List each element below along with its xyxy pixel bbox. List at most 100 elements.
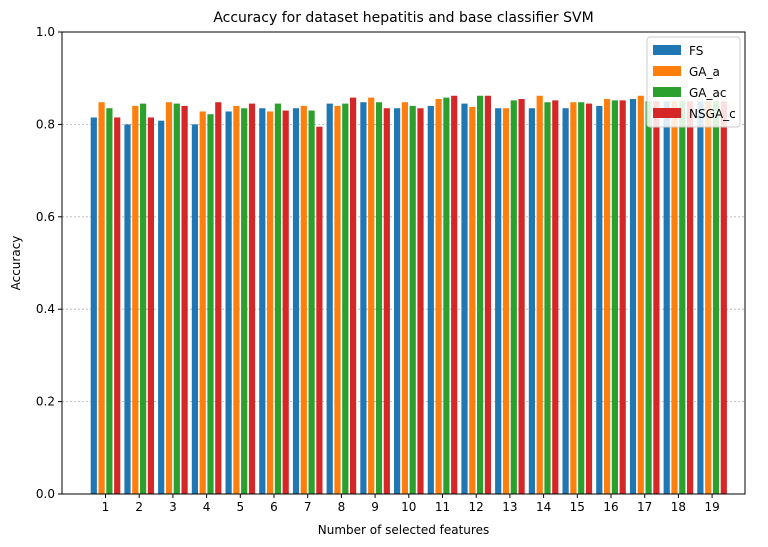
- bar-ga-ac-7: [308, 110, 315, 494]
- bar-ga-a-11: [435, 98, 442, 495]
- bar-ga-ac-16: [611, 100, 618, 494]
- legend-swatch: [653, 66, 681, 76]
- y-axis: 0.0 0.2 0.4 0.6 0.8 1.0: [36, 25, 62, 501]
- bar-fs-16: [596, 105, 603, 495]
- bar-fs-18: [663, 101, 670, 495]
- x-tick-label: 17: [637, 500, 652, 514]
- bar-fs-11: [427, 105, 434, 495]
- bar-ga-ac-1: [106, 108, 113, 494]
- x-tick-label: 5: [236, 500, 244, 514]
- bar-ga-ac-14: [544, 102, 551, 494]
- bar-fs-15: [562, 108, 569, 494]
- bar-ga-a-14: [536, 95, 543, 495]
- bar-ga-ac-12: [477, 95, 484, 495]
- y-tick-label: 0.6: [36, 210, 55, 224]
- bar-nsga-c-5: [248, 103, 256, 495]
- bar-nsga-c-3: [181, 105, 188, 495]
- x-tick-label: 4: [203, 500, 211, 514]
- bar-fs-2: [124, 124, 131, 495]
- bar-fs-8: [326, 103, 333, 495]
- bar-ga-a-4: [199, 111, 206, 495]
- x-tick-label: 10: [401, 500, 416, 514]
- bar-ga-ac-18: [679, 101, 686, 495]
- bar-fs-6: [259, 108, 266, 494]
- bar-ga-ac-5: [241, 108, 248, 494]
- bar-nsga-c-16: [619, 100, 626, 494]
- bar-ga-ac-6: [274, 103, 281, 495]
- x-tick-label: 19: [704, 500, 719, 514]
- bar-ga-ac-10: [409, 105, 416, 495]
- bar-ga-a-3: [165, 102, 173, 494]
- legend-swatch: [653, 45, 681, 55]
- legend-label: FS: [689, 44, 703, 58]
- x-axis-title: Number of selected features: [318, 523, 489, 537]
- y-tick-label: 0.8: [36, 117, 55, 131]
- bar-fs-1: [90, 117, 97, 494]
- bar-ga-ac-13: [510, 100, 517, 494]
- plot-frame: [61, 31, 746, 495]
- bar-fs-5: [225, 111, 232, 495]
- bar-ga-a-7: [300, 105, 307, 495]
- bar-ga-a-10: [401, 102, 408, 494]
- bar-ga-ac-11: [443, 97, 450, 494]
- bar-ga-ac-15: [578, 102, 585, 494]
- bar-nsga-c-17: [653, 101, 660, 495]
- bar-nsga-c-4: [215, 102, 222, 494]
- y-tick-label: 0.2: [36, 395, 55, 409]
- bar-fs-7: [292, 108, 300, 494]
- bar-nsga-c-19: [720, 101, 727, 495]
- legend-label: NSGA_c: [689, 107, 736, 121]
- bar-ga-ac-2: [140, 103, 147, 495]
- legend-swatch: [653, 108, 681, 118]
- bar-ga-ac-19: [712, 101, 720, 495]
- bar-ga-a-19: [705, 101, 712, 495]
- bar-nsga-c-9: [383, 108, 390, 494]
- bar-ga-a-1: [98, 102, 105, 494]
- legend: FS GA_a GA_ac NSGA_c: [646, 36, 741, 128]
- bar-fs-9: [360, 102, 367, 494]
- x-tick-label: 1: [102, 500, 110, 514]
- bar-ga-ac-17: [645, 101, 652, 495]
- x-tick-label: 12: [469, 500, 484, 514]
- x-tick-label: 13: [502, 500, 517, 514]
- x-tick-label: 11: [435, 500, 450, 514]
- legend-label: GA_ac: [689, 86, 726, 100]
- x-tick-label: 16: [603, 500, 618, 514]
- bar-ga-ac-8: [342, 103, 349, 495]
- bar-fs-12: [461, 103, 468, 495]
- bar-ga-ac-9: [375, 102, 383, 494]
- bar-ga-a-18: [671, 101, 678, 495]
- x-tick-label: 18: [671, 500, 686, 514]
- y-tick-label: 1.0: [36, 25, 55, 39]
- y-axis-title: Accuracy: [9, 236, 23, 291]
- bar-fs-10: [394, 108, 401, 494]
- bar-ga-ac-4: [207, 114, 214, 495]
- y-tick-label: 0.4: [36, 302, 55, 316]
- bar-ga-a-5: [233, 105, 240, 495]
- legend-box: [646, 36, 741, 128]
- bar-fs-14: [528, 108, 535, 494]
- bar-ga-ac-3: [173, 103, 180, 495]
- bar-nsga-c-10: [417, 108, 424, 494]
- bar-nsga-c-12: [484, 95, 491, 495]
- bar-fs-17: [629, 98, 637, 495]
- x-tick-label: 8: [338, 500, 346, 514]
- bar-ga-a-12: [469, 106, 476, 495]
- bar-nsga-c-1: [114, 117, 121, 494]
- bar-nsga-c-14: [552, 100, 559, 494]
- x-axis: 1 2 3 4 5 6 7 8 9 10 11 12 13 14 15 16 17 18 19: [102, 494, 720, 514]
- x-tick-label: 6: [270, 500, 278, 514]
- bar-ga-a-16: [604, 98, 611, 495]
- bar-nsga-c-6: [282, 110, 289, 494]
- bar-nsga-c-15: [585, 103, 593, 495]
- bar-nsga-c-18: [687, 101, 694, 495]
- x-tick-label: 9: [371, 500, 379, 514]
- bar-nsga-c-8: [350, 97, 357, 494]
- x-tick-label: 7: [304, 500, 312, 514]
- y-tick-label: 0.0: [36, 487, 55, 501]
- bar-ga-a-8: [334, 105, 341, 495]
- bar-nsga-c-11: [451, 95, 458, 495]
- bar-nsga-c-13: [518, 98, 525, 495]
